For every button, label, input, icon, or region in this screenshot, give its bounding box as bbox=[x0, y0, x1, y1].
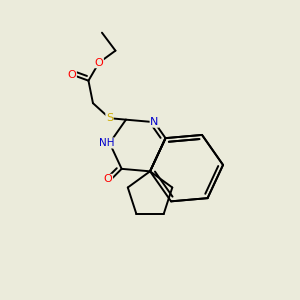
Text: O: O bbox=[94, 58, 103, 68]
Text: O: O bbox=[104, 174, 112, 184]
Text: S: S bbox=[106, 113, 113, 123]
Text: NH: NH bbox=[99, 138, 114, 148]
Text: N: N bbox=[150, 117, 158, 127]
Text: O: O bbox=[68, 70, 76, 80]
